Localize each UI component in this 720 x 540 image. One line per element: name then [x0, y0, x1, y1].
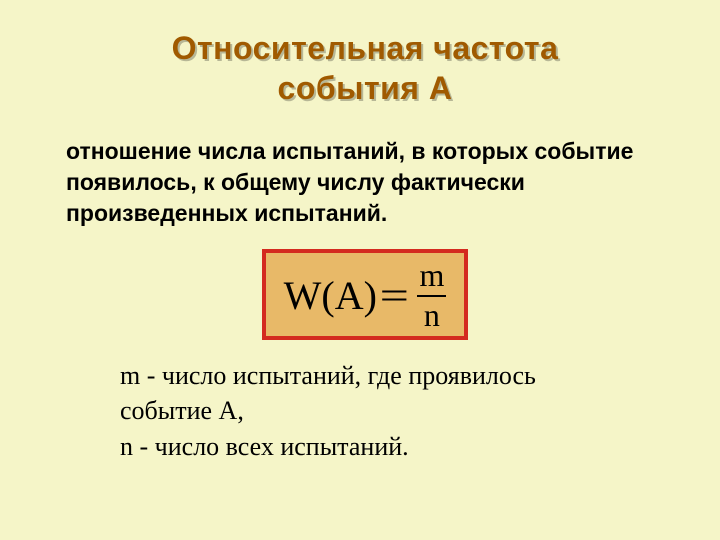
formula: W(A) = m n: [284, 259, 447, 332]
legend: m - число испытаний, где проявилось собы…: [60, 358, 670, 463]
title-line-1: Относительная частота: [172, 30, 559, 66]
formula-lhs: W(A): [284, 276, 377, 316]
title-line-2: события А: [278, 70, 453, 106]
legend-m-line1: m - число испытаний, где проявилось: [120, 361, 536, 390]
slide: Относительная частота события А отношени…: [0, 0, 720, 540]
formula-box: W(A) = m n: [262, 249, 469, 340]
slide-title: Относительная частота события А: [60, 28, 670, 108]
definition-text: отношение числа испытаний, в которых соб…: [60, 136, 670, 229]
legend-m-line2: событие А,: [120, 396, 244, 425]
formula-numerator: m: [417, 259, 446, 293]
formula-denominator: n: [422, 299, 442, 333]
formula-fraction: m n: [417, 259, 446, 332]
legend-n: n - число всех испытаний.: [120, 432, 409, 461]
formula-container: W(A) = m n: [60, 249, 670, 340]
formula-equals: =: [380, 276, 409, 316]
